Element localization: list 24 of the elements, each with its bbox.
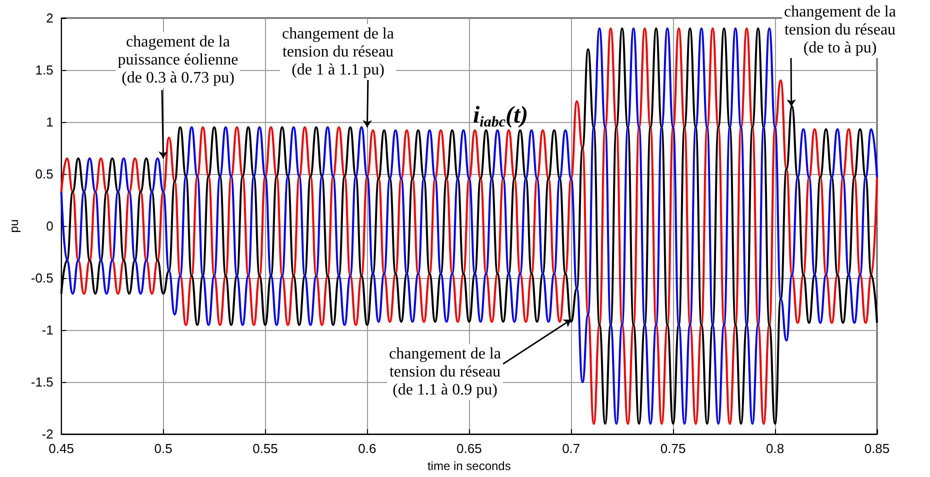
y-tick-label: -2 (42, 426, 54, 442)
y-tick-label: -0.5 (30, 270, 54, 286)
x-tick-label: 0.85 (864, 441, 890, 456)
x-axis-title: time in seconds (427, 459, 511, 473)
annotation: changement de la tension du réseau (de 1.1 à 0.9 pu) (389, 346, 501, 398)
y-tick-label: -1 (42, 322, 54, 338)
annotation: changement de la tension du réseau (de 1 à 1.1 pu) (282, 26, 394, 78)
y-axis-title: pu (7, 219, 21, 233)
y-tick-label: 2 (46, 10, 54, 26)
y-tick-label: 1 (46, 114, 54, 130)
y-tick-label: 0 (46, 218, 54, 234)
y-tick-label: -1.5 (30, 374, 54, 390)
x-tick-label: 0.75 (660, 441, 686, 456)
y-tick-label: 0.5 (35, 166, 54, 182)
y-tick-label: 1.5 (35, 62, 54, 78)
x-tick-label: 0.8 (766, 441, 784, 456)
annotation: chagement de la puissance éolienne (de 0.3 à 0.73 pu) (118, 34, 238, 86)
x-tick-label: 0.65 (456, 441, 482, 456)
x-tick-label: 0.6 (358, 441, 376, 456)
x-tick-label: 0.5 (154, 441, 172, 456)
annotation: changement de la tension du réseau (de to à pu) (784, 4, 896, 56)
x-tick-label: 0.7 (562, 441, 580, 456)
x-tick-label: 0.45 (48, 441, 74, 456)
x-tick-label: 0.55 (252, 441, 278, 456)
